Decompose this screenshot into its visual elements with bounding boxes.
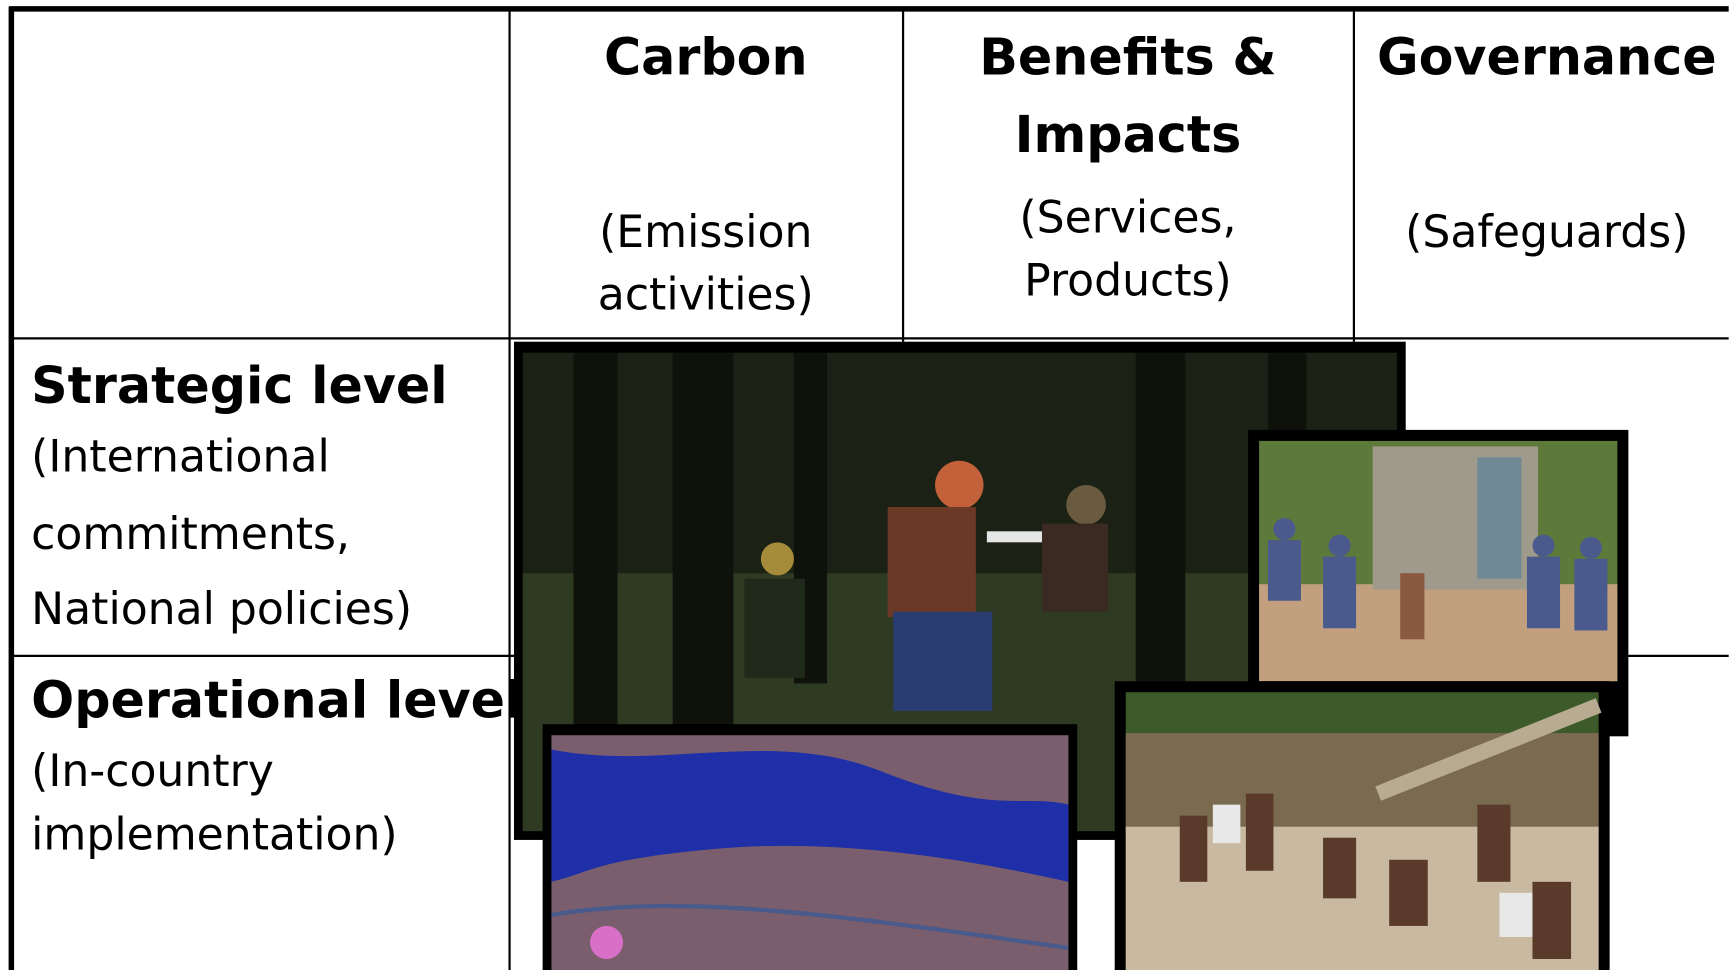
column-title: Impacts [1015, 105, 1242, 164]
column-subtitle: (Services, [1019, 192, 1236, 243]
row-subtitle: commitments, [31, 509, 350, 560]
row-subtitle: National policies) [31, 584, 412, 635]
row-title: Operational level [31, 670, 522, 729]
row-subtitle: implementation) [31, 810, 397, 861]
column-subtitle: (Safeguards) [1405, 207, 1688, 258]
column-title: Governance [1377, 28, 1717, 87]
column-title: Carbon [604, 28, 808, 87]
column-subtitle: activities) [598, 270, 814, 321]
row-subtitle: (International [31, 432, 330, 483]
row-subtitle: (In-country [31, 746, 274, 797]
column-subtitle: (Emission [599, 207, 812, 258]
photo-community [1114, 681, 1610, 970]
text-layer: Carbon (Emission activities) Benefits & Impa… [31, 28, 1716, 861]
photo-river [542, 724, 1078, 970]
row-title: Strategic level [31, 356, 447, 415]
column-subtitle: Products) [1024, 255, 1232, 306]
column-title: Benefits & [979, 28, 1276, 87]
